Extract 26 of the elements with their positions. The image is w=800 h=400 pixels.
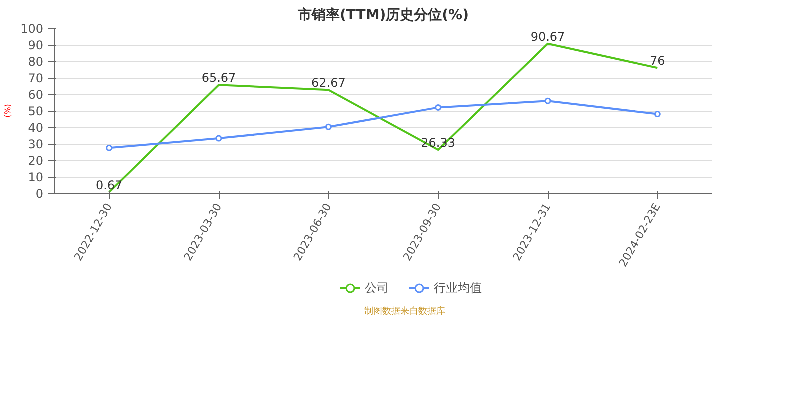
y-tick-label: 70 xyxy=(28,72,44,86)
y-tick-label: 40 xyxy=(28,121,44,135)
y-tick-label: 90 xyxy=(28,38,44,52)
point xyxy=(216,135,222,142)
data-label: 62.67 xyxy=(311,76,346,90)
point xyxy=(435,104,442,111)
data-label: 76 xyxy=(650,54,666,68)
legend-label: 公司 xyxy=(365,280,389,296)
y-tick-label: 80 xyxy=(28,55,44,69)
y-tick-label: 50 xyxy=(28,104,44,118)
y-tick-label: 0 xyxy=(36,187,44,201)
point xyxy=(325,124,332,130)
y-tick-label: 100 xyxy=(20,22,44,36)
legend-label: 行业均值 xyxy=(434,280,482,296)
point xyxy=(544,98,552,104)
text: 制图数据来自数据库 xyxy=(364,306,446,319)
y-tick-label: 60 xyxy=(28,88,44,102)
chart-title: 市销率(TTM)历史分位(%) xyxy=(297,6,469,24)
y-tick-label: 10 xyxy=(28,170,44,184)
data-label: 90.67 xyxy=(530,30,566,44)
y-tick-label: 20 xyxy=(28,154,44,168)
data-label: 65.67 xyxy=(202,71,236,86)
point xyxy=(654,111,661,118)
y-axis-title: (%) xyxy=(4,104,13,118)
y-tick-label: 30 xyxy=(28,138,44,152)
point xyxy=(106,144,113,152)
